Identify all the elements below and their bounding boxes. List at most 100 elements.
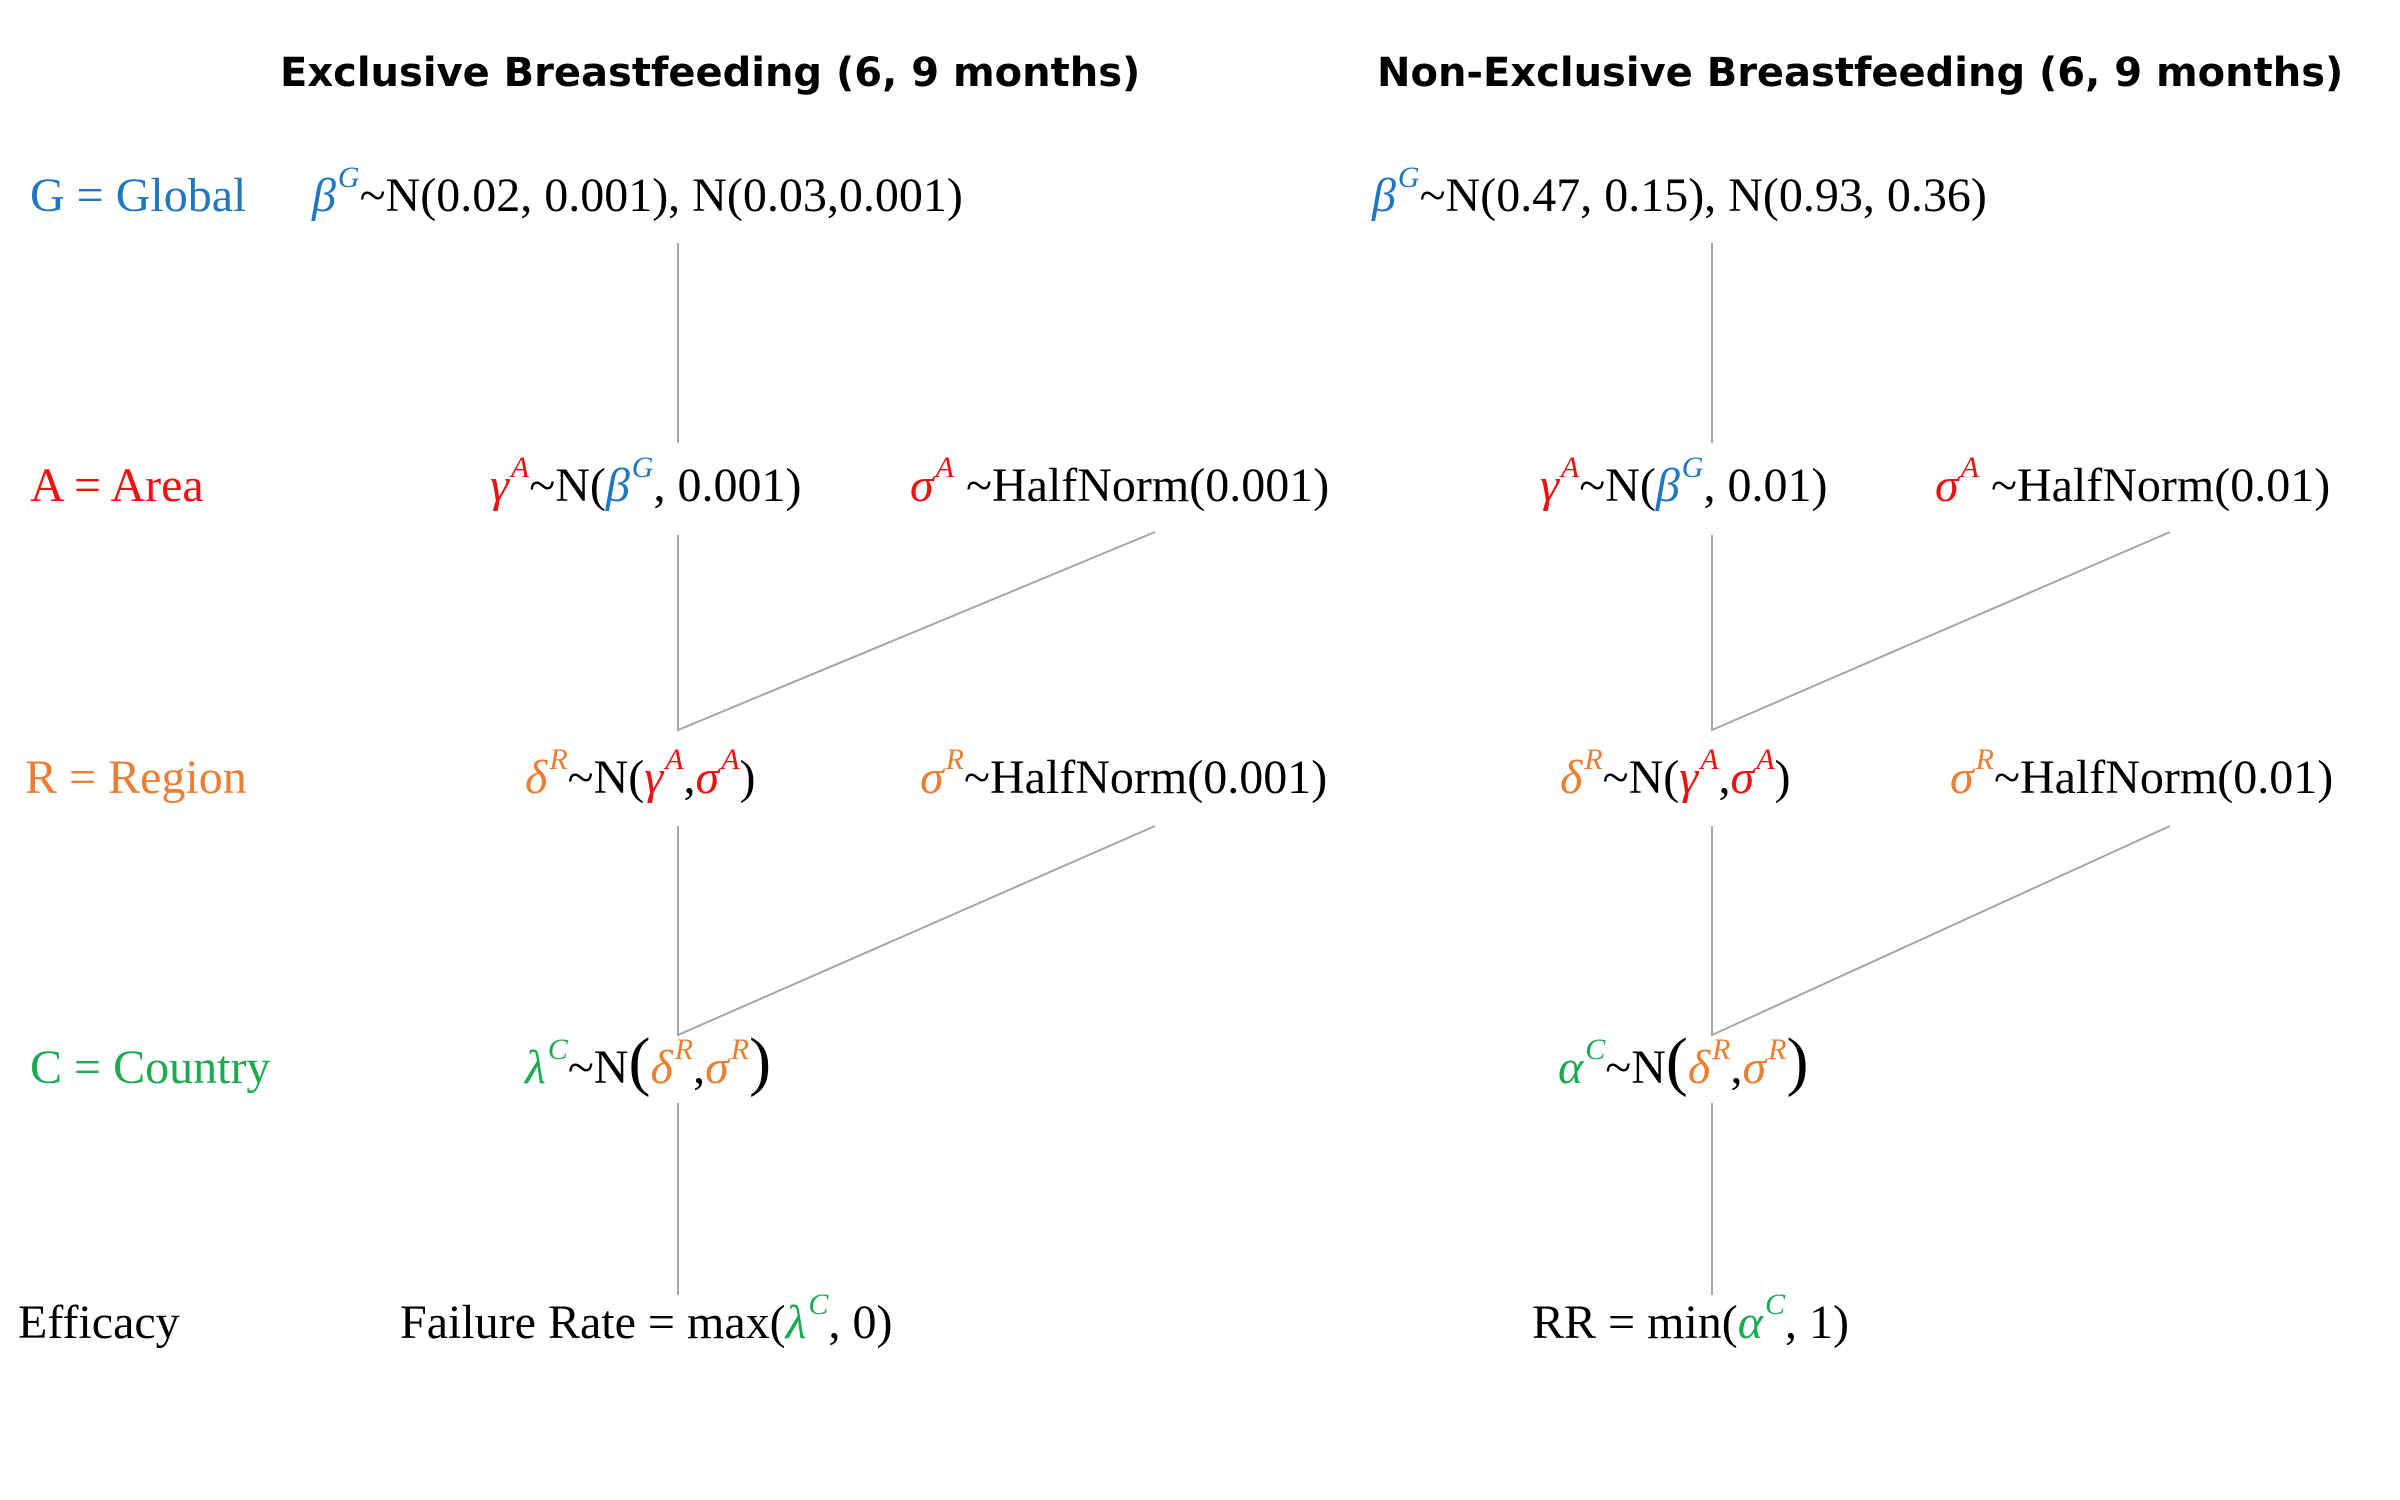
eq-global-exclusive: βG~N(0.02, 0.001), N(0.03,0.001) xyxy=(312,163,963,223)
country-open-nonexclusive: N xyxy=(1631,1041,1666,1094)
sigma-superscript: A xyxy=(1960,451,1979,484)
efficacy-lhs-nonexclusive: RR = min( xyxy=(1532,1296,1738,1349)
eq-region-sigma-exclusive: σR~HalfNorm(0.001) xyxy=(920,745,1328,805)
gamma-symbol: γ xyxy=(1540,459,1559,512)
sigma-symbol: σ xyxy=(695,751,720,804)
sigma-superscript: R xyxy=(945,743,964,776)
gamma-superscript: A xyxy=(1700,743,1719,776)
comma: , xyxy=(1730,1041,1743,1094)
comma: , xyxy=(683,751,696,804)
level-label-efficacy: Efficacy xyxy=(18,1296,180,1349)
beta-symbol: β xyxy=(1372,169,1396,222)
gamma-symbol: γ xyxy=(1679,751,1699,804)
tilde: ~ xyxy=(359,169,386,222)
sigma-symbol: σ xyxy=(1950,751,1974,804)
area-sigma-prior-exclusive: ~HalfNorm(0.001) xyxy=(954,459,1330,512)
beta-superscript: G xyxy=(1397,161,1420,194)
comma: , xyxy=(693,1041,706,1094)
comma: , xyxy=(1718,751,1731,804)
global-prior-nonexclusive: N(0.47, 0.15), N(0.93, 0.36) xyxy=(1445,169,1987,222)
sigma-symbol: σ xyxy=(1742,1041,1767,1094)
edge-area-region-exclusive xyxy=(677,531,1156,732)
lambda-symbol: λ xyxy=(785,1296,807,1349)
delta-symbol: δ xyxy=(1560,751,1583,804)
global-prior-exclusive: N(0.02, 0.001), N(0.03,0.001) xyxy=(385,169,963,222)
heading-non-exclusive: Non-Exclusive Breastfeeding (6, 9 months… xyxy=(1377,50,2344,96)
tilde: ~ xyxy=(1419,169,1446,222)
paren-left: ( xyxy=(1665,1025,1688,1098)
delta-symbol: δ xyxy=(650,1041,673,1094)
eq-efficacy-nonexclusive: RR = min(αC, 1) xyxy=(1532,1290,1849,1350)
lambda-symbol: λ xyxy=(525,1041,546,1094)
sigma-superscript: R xyxy=(730,1033,750,1066)
alpha-superscript: C xyxy=(1764,1288,1785,1321)
sigma-symbol: σ xyxy=(705,1041,729,1094)
gamma-superscript: A xyxy=(510,451,530,484)
edge-area-region-nonexclusive xyxy=(1711,531,2171,732)
sigma-superscript: R xyxy=(1768,1033,1787,1066)
sigma-superscript: A xyxy=(721,743,740,776)
eq-area-gamma-nonexclusive: γA~N(βG, 0.01) xyxy=(1540,453,1828,513)
sigma-symbol: σ xyxy=(910,459,934,512)
area-close-nonexclusive: , 0.01) xyxy=(1703,459,1828,512)
paren-right: ) xyxy=(1786,1025,1809,1098)
region-sigma-prior-nonexclusive: HalfNorm(0.01) xyxy=(2019,751,2334,804)
sigma-symbol: σ xyxy=(920,751,944,804)
eq-country-alpha-nonexclusive: αC~N(δR,σR) xyxy=(1558,1029,1808,1095)
gamma-symbol: γ xyxy=(490,459,509,512)
gamma-superscript: A xyxy=(1560,451,1580,484)
heading-exclusive: Exclusive Breastfeeding (6, 9 months) xyxy=(280,50,1141,96)
lambda-superscript: C xyxy=(808,1288,829,1321)
eq-area-sigma-nonexclusive: σA ~HalfNorm(0.01) xyxy=(1935,453,2331,513)
eq-country-lambda-exclusive: λC~N(δR,σR) xyxy=(525,1029,771,1095)
gamma-symbol: γ xyxy=(644,751,664,804)
level-label-area: A = Area xyxy=(30,459,204,512)
region-open-exclusive: N( xyxy=(593,751,645,804)
efficacy-rhs-exclusive: , 0) xyxy=(828,1296,893,1349)
area-open-exclusive: N( xyxy=(555,459,606,512)
eq-region-delta-exclusive: δR~N(γA,σA) xyxy=(525,745,756,805)
area-open-nonexclusive: N( xyxy=(1605,459,1656,512)
eq-efficacy-exclusive: Failure Rate = max(λC, 0) xyxy=(400,1290,893,1350)
area-close-exclusive: , 0.001) xyxy=(653,459,802,512)
tilde: ~ xyxy=(1602,751,1629,804)
beta-symbol: β xyxy=(605,459,630,512)
area-sigma-prior-nonexclusive: ~HalfNorm(0.01) xyxy=(1979,459,2331,512)
delta-superscript: R xyxy=(549,743,568,776)
tilde: ~ xyxy=(964,751,990,804)
level-label-region: R = Region xyxy=(25,751,247,804)
alpha-symbol: α xyxy=(1737,1296,1763,1349)
efficacy-lhs-exclusive: Failure Rate = max( xyxy=(400,1296,786,1349)
sigma-symbol: σ xyxy=(1935,459,1959,512)
delta-superscript: R xyxy=(1584,743,1603,776)
tilde: ~ xyxy=(1994,751,2020,804)
tilde: ~ xyxy=(529,459,556,512)
paren-right: ) xyxy=(749,1025,772,1098)
eq-area-sigma-exclusive: σA ~HalfNorm(0.001) xyxy=(910,453,1330,513)
edge-region-country-nonexclusive xyxy=(1711,825,2171,1037)
tilde: ~ xyxy=(567,751,594,804)
region-open-nonexclusive: N( xyxy=(1628,751,1680,804)
delta-symbol: δ xyxy=(1687,1041,1711,1094)
beta-superscript: G xyxy=(1681,451,1704,484)
beta-superscript: G xyxy=(631,451,654,484)
eq-global-nonexclusive: βG~N(0.47, 0.15), N(0.93, 0.36) xyxy=(1372,163,1987,223)
edge-region-country-exclusive xyxy=(677,825,1156,1037)
region-close-nonexclusive: ) xyxy=(1774,751,1791,804)
lambda-superscript: C xyxy=(547,1033,568,1066)
beta-symbol: β xyxy=(1655,459,1680,512)
alpha-symbol: α xyxy=(1558,1041,1584,1094)
level-label-global: G = Global xyxy=(30,169,247,222)
tilde: ~ xyxy=(1579,459,1606,512)
eq-region-delta-nonexclusive: δR~N(γA,σA) xyxy=(1560,745,1791,805)
alpha-superscript: C xyxy=(1585,1033,1606,1066)
efficacy-rhs-nonexclusive: , 1) xyxy=(1784,1296,1849,1349)
region-sigma-prior-exclusive: HalfNorm(0.001) xyxy=(989,751,1328,804)
region-close-exclusive: ) xyxy=(739,751,756,804)
delta-superscript: R xyxy=(1712,1033,1731,1066)
beta-superscript: G xyxy=(337,161,360,194)
tilde: ~ xyxy=(1605,1041,1632,1094)
gamma-superscript: A xyxy=(665,743,684,776)
delta-superscript: R xyxy=(674,1033,694,1066)
